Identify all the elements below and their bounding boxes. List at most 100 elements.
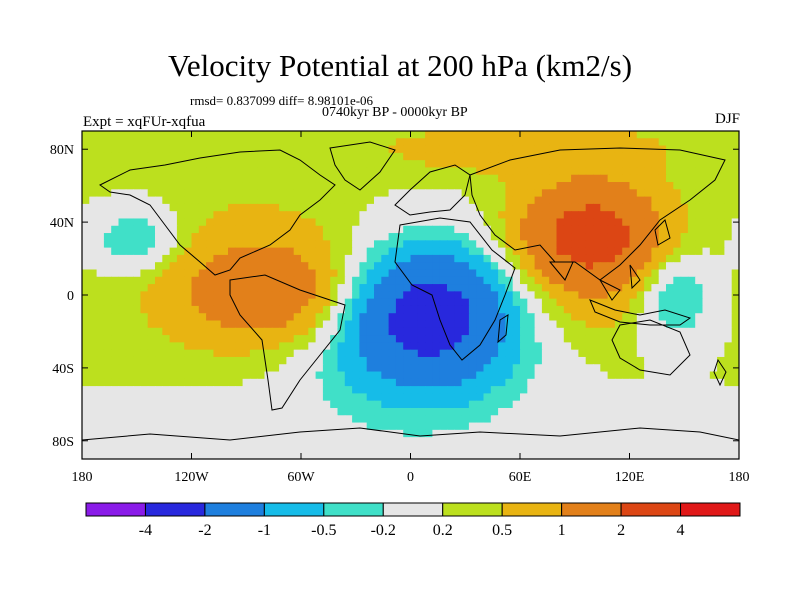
field-cell bbox=[658, 313, 667, 322]
field-cell bbox=[731, 276, 739, 285]
field-cell bbox=[271, 393, 280, 402]
field-cell bbox=[534, 415, 543, 424]
field-cell bbox=[673, 211, 682, 220]
field-cell bbox=[184, 269, 193, 278]
field-cell bbox=[629, 342, 638, 351]
field-cell bbox=[162, 437, 171, 446]
field-cell bbox=[651, 444, 660, 453]
field-cell bbox=[301, 422, 309, 431]
field-cell bbox=[629, 254, 638, 263]
field-cell bbox=[89, 349, 98, 358]
field-cell bbox=[184, 203, 193, 212]
field-cell bbox=[147, 189, 156, 198]
field-cell bbox=[563, 415, 572, 424]
field-cell bbox=[184, 174, 193, 183]
field-cell bbox=[687, 211, 696, 220]
field-cell bbox=[308, 138, 317, 147]
field-cell bbox=[96, 284, 105, 292]
field-cell bbox=[155, 415, 163, 424]
field-cell bbox=[476, 342, 485, 351]
field-cell bbox=[622, 218, 631, 227]
field-cell bbox=[600, 407, 609, 416]
field-cell bbox=[673, 233, 682, 241]
field-cell bbox=[213, 451, 222, 459]
field-cell bbox=[731, 444, 739, 453]
field-cell bbox=[162, 378, 171, 387]
field-cell bbox=[461, 415, 470, 424]
field-cell bbox=[454, 254, 463, 263]
field-cell bbox=[447, 437, 455, 446]
field-cell bbox=[454, 233, 463, 241]
field-cell bbox=[82, 254, 90, 263]
field-cell bbox=[125, 400, 134, 409]
field-cell bbox=[344, 138, 353, 147]
field-cell bbox=[454, 196, 463, 205]
field-cell bbox=[578, 233, 587, 241]
field-cell bbox=[191, 196, 200, 205]
field-cell bbox=[286, 364, 295, 373]
field-cell bbox=[162, 400, 171, 409]
field-cell bbox=[483, 305, 492, 314]
field-cell bbox=[337, 298, 346, 307]
field-cell bbox=[213, 437, 222, 446]
field-cell bbox=[242, 378, 251, 387]
field-cell bbox=[374, 182, 382, 190]
field-cell bbox=[563, 422, 572, 431]
field-cell bbox=[658, 269, 667, 278]
field-cell bbox=[352, 305, 360, 314]
field-cell bbox=[191, 211, 200, 220]
field-cell bbox=[293, 349, 302, 358]
field-cell bbox=[527, 415, 536, 424]
field-cell bbox=[242, 225, 251, 234]
field-cell bbox=[352, 233, 360, 241]
field-cell bbox=[125, 415, 134, 424]
field-cell bbox=[381, 269, 390, 278]
field-cell bbox=[337, 327, 346, 336]
field-cell bbox=[505, 342, 514, 351]
field-cell bbox=[658, 160, 667, 169]
field-cell bbox=[366, 262, 375, 271]
field-cell bbox=[162, 152, 171, 161]
field-cell bbox=[585, 386, 594, 394]
field-cell bbox=[614, 364, 623, 373]
field-cell bbox=[658, 335, 667, 343]
field-cell bbox=[432, 415, 441, 424]
field-cell bbox=[629, 262, 638, 271]
field-cell bbox=[680, 152, 689, 161]
field-cell bbox=[191, 152, 200, 161]
field-cell bbox=[279, 174, 287, 183]
field-cell bbox=[483, 262, 492, 271]
field-cell bbox=[614, 167, 623, 176]
field-cell bbox=[658, 378, 667, 387]
field-cell bbox=[111, 225, 120, 234]
field-cell bbox=[125, 291, 134, 300]
field-cell bbox=[133, 203, 141, 212]
field-cell bbox=[571, 211, 579, 220]
field-cell bbox=[155, 167, 163, 176]
field-cell bbox=[498, 444, 506, 453]
field-cell bbox=[607, 152, 616, 161]
field-cell bbox=[352, 152, 360, 161]
field-cell bbox=[315, 262, 324, 271]
field-cell bbox=[82, 451, 90, 459]
field-cell bbox=[585, 145, 594, 154]
field-cell bbox=[724, 429, 733, 438]
field-cell bbox=[520, 327, 528, 336]
field-cell bbox=[155, 313, 163, 322]
field-cell bbox=[622, 203, 631, 212]
field-cell bbox=[498, 247, 506, 256]
field-cell bbox=[374, 378, 382, 387]
field-cell bbox=[687, 349, 696, 358]
field-cell bbox=[622, 131, 631, 139]
field-cell bbox=[687, 415, 696, 424]
field-cell bbox=[709, 342, 718, 351]
field-cell bbox=[439, 305, 448, 314]
field-cell bbox=[235, 247, 244, 256]
field-cell bbox=[96, 203, 105, 212]
field-cell bbox=[432, 349, 441, 358]
field-cell bbox=[162, 247, 171, 256]
field-cell bbox=[695, 196, 704, 205]
field-cell bbox=[695, 247, 704, 256]
field-cell bbox=[527, 189, 536, 198]
field-cell bbox=[315, 291, 324, 300]
